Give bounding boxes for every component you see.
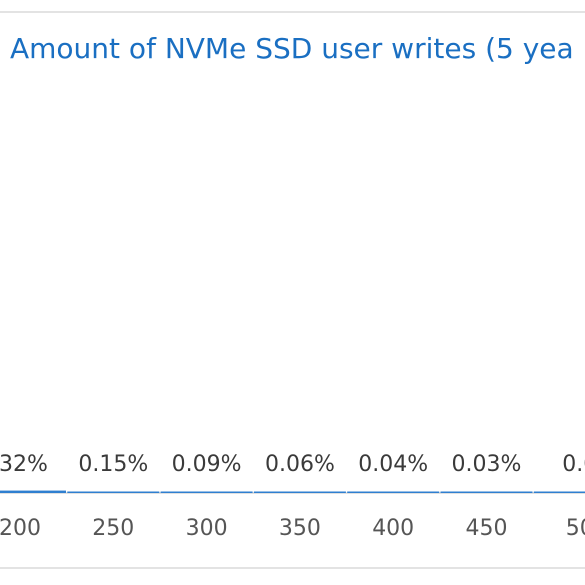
x-tick-label-200: 200: [0, 516, 41, 541]
value-label-50: 0.0: [562, 452, 585, 477]
bottom-divider: [0, 567, 585, 569]
chart-title: Amount of NVMe SSD user writes (5 yea: [10, 32, 574, 65]
x-tick-label-50: 50: [566, 516, 585, 541]
value-label-300: 0.09%: [172, 452, 242, 477]
x-tick-label-350: 350: [279, 516, 321, 541]
value-label-200: .32%: [0, 452, 48, 477]
x-tick-label-250: 250: [92, 516, 134, 541]
bar-50: [533, 491, 585, 493]
value-label-450: 0.03%: [452, 452, 522, 477]
value-label-400: 0.04%: [358, 452, 428, 477]
bar-350: [253, 491, 346, 493]
bar-450: [440, 491, 533, 493]
x-tick-label-400: 400: [372, 516, 414, 541]
x-tick-label-300: 300: [186, 516, 228, 541]
value-label-250: 0.15%: [78, 452, 148, 477]
top-divider: [0, 11, 585, 13]
bar-400: [347, 491, 440, 493]
bar-300: [160, 491, 253, 493]
bar-250: [67, 491, 160, 493]
x-tick-label-450: 450: [466, 516, 508, 541]
value-label-350: 0.06%: [265, 452, 335, 477]
